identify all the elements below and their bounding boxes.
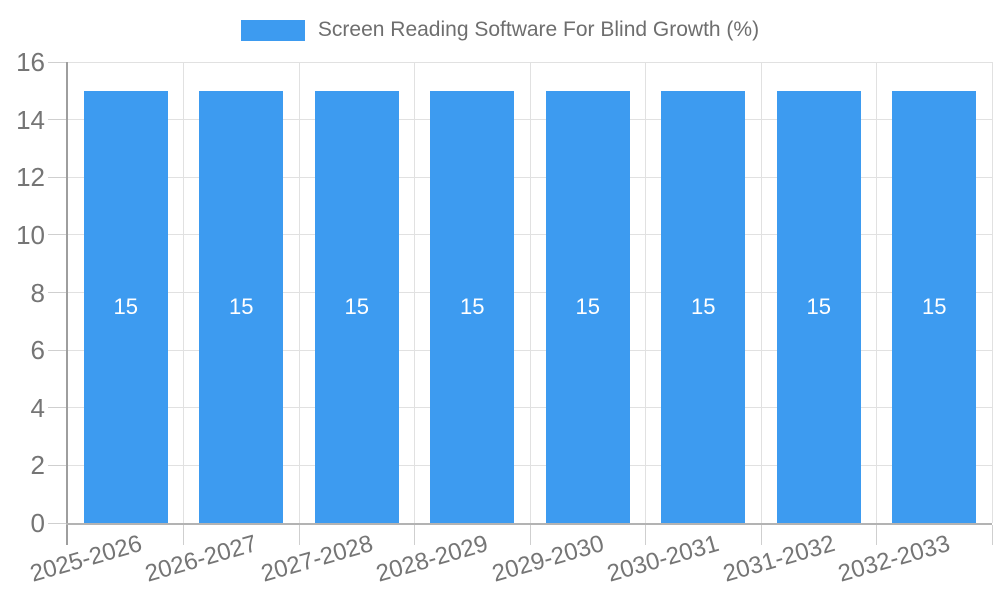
bar bbox=[892, 90, 977, 523]
v-gridline bbox=[876, 62, 877, 523]
x-axis-tick-label: 2029-2030 bbox=[489, 530, 607, 588]
x-axis-tick-label: 2032-2033 bbox=[835, 530, 954, 588]
x-axis-tick-label: 2028-2029 bbox=[373, 530, 492, 588]
x-axis-tick-label: 2026-2027 bbox=[142, 530, 261, 588]
bar bbox=[199, 90, 284, 523]
legend[interactable]: Screen Reading Software For Blind Growth… bbox=[0, 18, 1000, 42]
y-tick-mark bbox=[48, 522, 68, 524]
y-axis-tick-label: 10 bbox=[16, 219, 45, 250]
bar-value-label: 15 bbox=[575, 293, 600, 319]
bar-value-label: 15 bbox=[806, 293, 831, 319]
y-axis-tick-label: 0 bbox=[30, 508, 45, 538]
x-axis-tick-label: 2030-2031 bbox=[604, 530, 723, 588]
bar-value-label: 15 bbox=[922, 293, 947, 319]
x-tick-mark bbox=[645, 525, 646, 545]
y-tick-mark bbox=[48, 61, 68, 63]
y-tick-mark bbox=[48, 119, 68, 121]
v-gridline bbox=[991, 62, 993, 523]
y-tick-mark bbox=[48, 407, 68, 409]
v-gridline bbox=[183, 62, 184, 523]
y-tick-mark bbox=[48, 464, 68, 466]
bar bbox=[545, 90, 630, 523]
bar-value-label: 15 bbox=[113, 293, 138, 319]
y-axis-tick-label: 16 bbox=[16, 47, 45, 77]
legend-swatch[interactable] bbox=[240, 19, 305, 41]
y-axis-tick-label: 12 bbox=[16, 162, 45, 193]
bar-value-label: 15 bbox=[691, 293, 716, 319]
bar bbox=[314, 90, 399, 523]
bar bbox=[83, 90, 168, 523]
legend-label[interactable]: Screen Reading Software For Blind Growth… bbox=[317, 18, 760, 41]
y-axis-tick-label: 6 bbox=[30, 335, 45, 366]
x-tick-mark bbox=[529, 525, 531, 545]
x-tick-mark bbox=[414, 525, 415, 545]
x-axis-tick-label: 2027-2028 bbox=[258, 530, 376, 588]
y-axis-tick-label: 8 bbox=[30, 277, 45, 308]
v-gridline bbox=[529, 62, 531, 523]
bar-value-label: 15 bbox=[229, 293, 254, 319]
bar bbox=[661, 90, 746, 523]
x-tick-mark bbox=[298, 525, 300, 545]
x-axis-line bbox=[66, 523, 992, 525]
y-axis-tick-label: 4 bbox=[30, 392, 45, 423]
y-axis-line bbox=[66, 62, 68, 545]
x-tick-mark bbox=[991, 525, 993, 545]
y-tick-mark bbox=[48, 234, 68, 236]
y-axis-tick-label: 2 bbox=[30, 450, 45, 481]
bar bbox=[776, 90, 861, 523]
x-axis-tick-label: 2031-2032 bbox=[720, 530, 838, 588]
v-gridline bbox=[645, 62, 646, 523]
v-gridline bbox=[414, 62, 415, 523]
bar-value-label: 15 bbox=[344, 293, 369, 319]
bar bbox=[430, 90, 515, 523]
x-tick-mark bbox=[183, 525, 184, 545]
y-tick-mark bbox=[48, 292, 68, 293]
y-axis-tick-label: 14 bbox=[16, 104, 45, 135]
x-axis-tick-label: 2025-2026 bbox=[27, 530, 145, 588]
y-tick-mark bbox=[48, 176, 68, 178]
v-gridline bbox=[760, 62, 762, 523]
x-tick-mark bbox=[876, 525, 877, 545]
v-gridline bbox=[298, 62, 300, 523]
y-tick-mark bbox=[48, 349, 68, 351]
x-tick-mark bbox=[760, 525, 762, 545]
bar-value-label: 15 bbox=[460, 293, 485, 319]
